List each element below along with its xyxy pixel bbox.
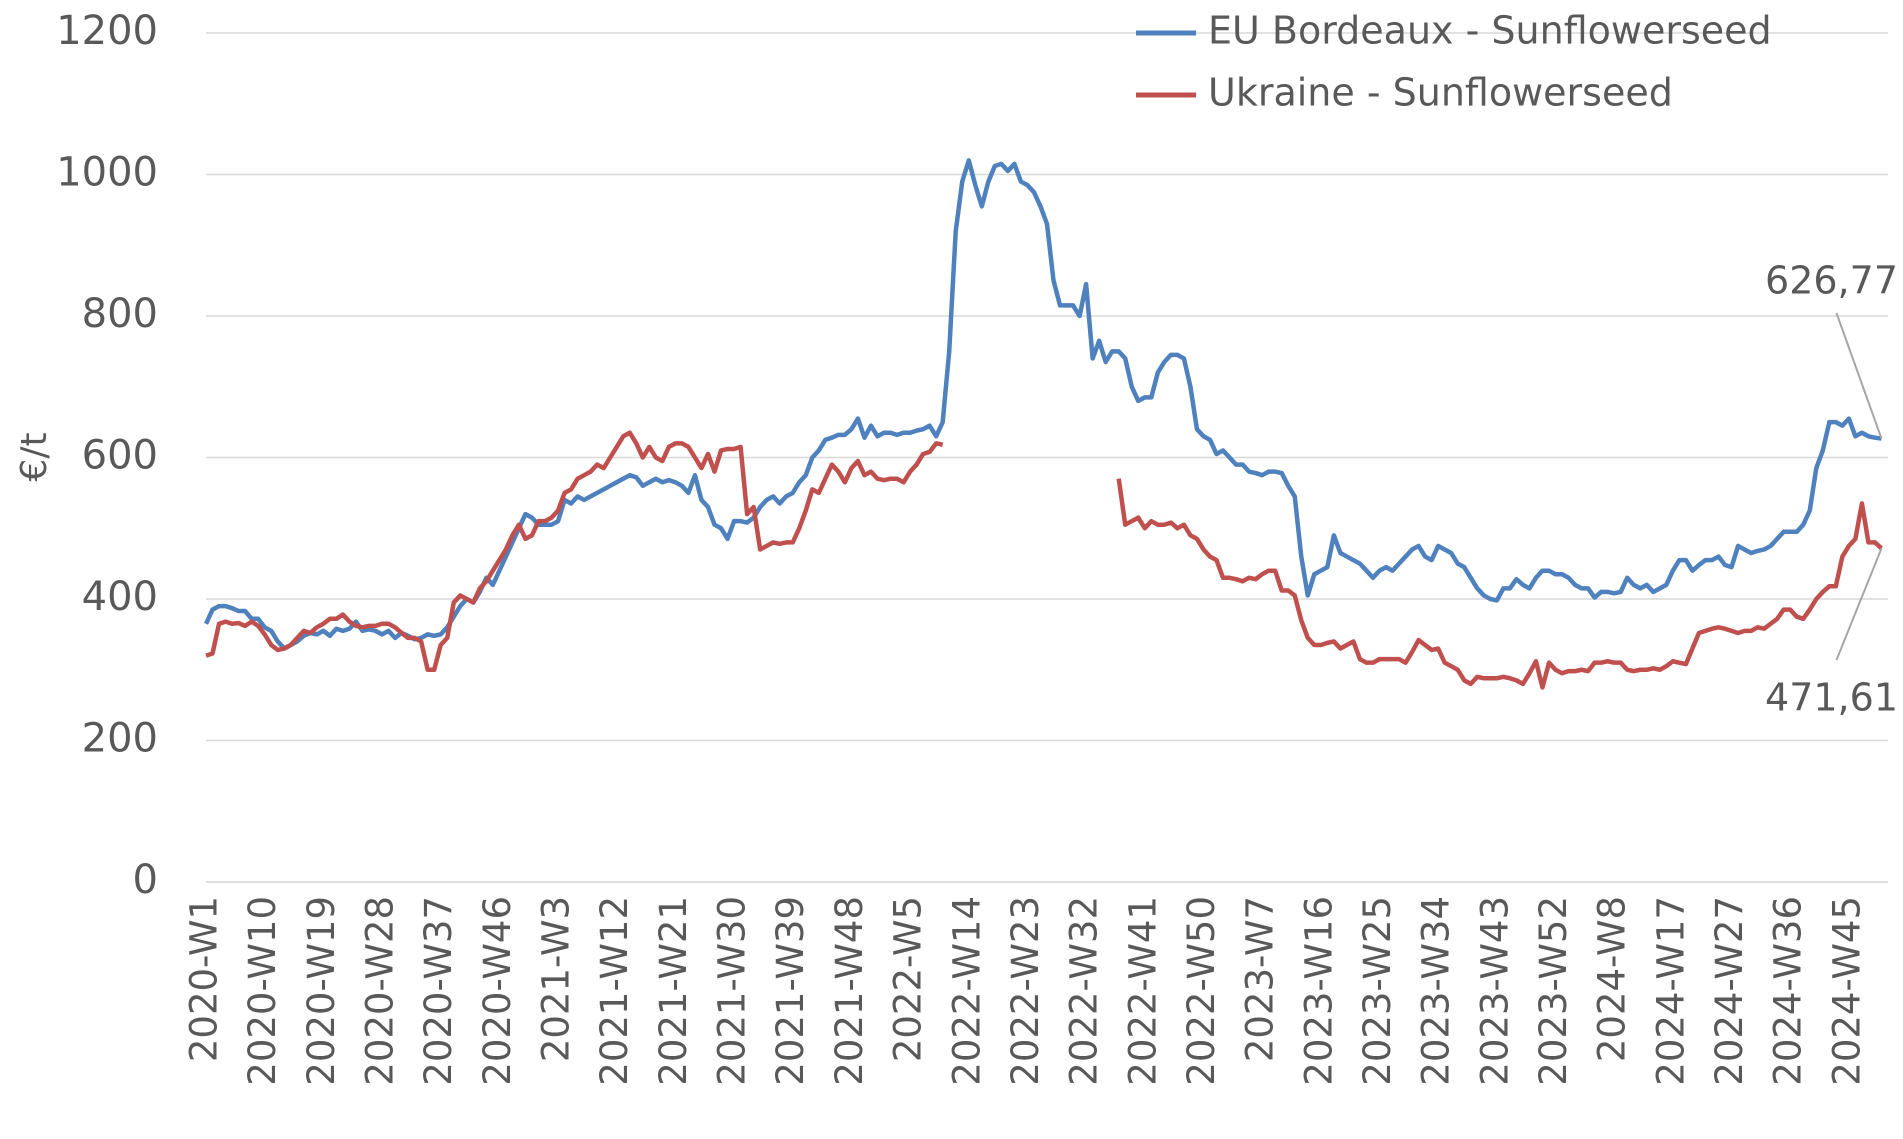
- legend-label: Ukraine - Sunflowerseed: [1208, 71, 1673, 115]
- x-tick-label: 2023-W16: [1297, 896, 1340, 1086]
- x-tick-label: 2021-W30: [711, 896, 754, 1086]
- x-tick-label: 2024-W8: [1591, 896, 1634, 1062]
- x-tick-label: 2024-W17: [1649, 896, 1692, 1086]
- x-tick-label: 2021-W48: [828, 896, 871, 1086]
- x-tick-label: 2023-W43: [1473, 896, 1516, 1086]
- x-tick-label: 2022-W5: [887, 896, 930, 1062]
- x-tick-label: 2020-W28: [359, 896, 402, 1086]
- x-tick-label: 2022-W41: [1121, 896, 1164, 1086]
- x-tick-label: 2023-W52: [1532, 896, 1575, 1086]
- x-tick-label: 2023-W34: [1415, 896, 1458, 1086]
- x-tick-label: 2020-W10: [241, 896, 284, 1086]
- x-tick-label: 2024-W36: [1767, 896, 1810, 1086]
- x-tick-label: 2022-W50: [1180, 896, 1223, 1086]
- x-tick-label: 2023-W7: [1239, 896, 1282, 1062]
- legend-label: EU Bordeaux - Sunflowerseed: [1208, 9, 1772, 53]
- x-tick-label: 2021-W12: [593, 896, 636, 1086]
- y-axis-label: €/t: [14, 432, 55, 481]
- data-label: 471,61: [1765, 676, 1898, 720]
- x-tick-label: 2024-W27: [1708, 896, 1751, 1086]
- x-tick-label: 2023-W25: [1356, 896, 1399, 1086]
- x-tick-label: 2020-W19: [300, 896, 343, 1086]
- leader-line: [1835, 312, 1883, 439]
- x-tick-label: 2021-W21: [652, 896, 695, 1086]
- x-tick-label: 2021-W39: [769, 896, 812, 1086]
- series-line: [203, 158, 1882, 651]
- x-tick-label: 2022-W32: [1063, 896, 1106, 1086]
- x-tick-label: 2022-W23: [1004, 896, 1047, 1086]
- x-tick-label: 2020-W1: [183, 896, 226, 1062]
- y-tick-label: 800: [82, 291, 158, 337]
- y-tick-label: 0: [133, 857, 158, 903]
- series-line: [205, 430, 1883, 690]
- y-tick-label: 200: [82, 716, 158, 762]
- leader-line: [1835, 547, 1883, 661]
- y-tick-label: 1000: [56, 150, 158, 196]
- x-tick-label: 2020-W37: [417, 896, 460, 1086]
- x-tick-label: 2024-W45: [1825, 896, 1868, 1086]
- x-tick-label: 2022-W14: [945, 896, 988, 1086]
- data-label: 626,77: [1765, 259, 1898, 303]
- x-tick-label: 2021-W3: [535, 896, 578, 1062]
- y-tick-label: 600: [82, 433, 158, 479]
- x-tick-label: 2020-W46: [476, 896, 519, 1086]
- y-tick-label: 400: [82, 574, 158, 620]
- y-tick-label: 1200: [56, 8, 158, 54]
